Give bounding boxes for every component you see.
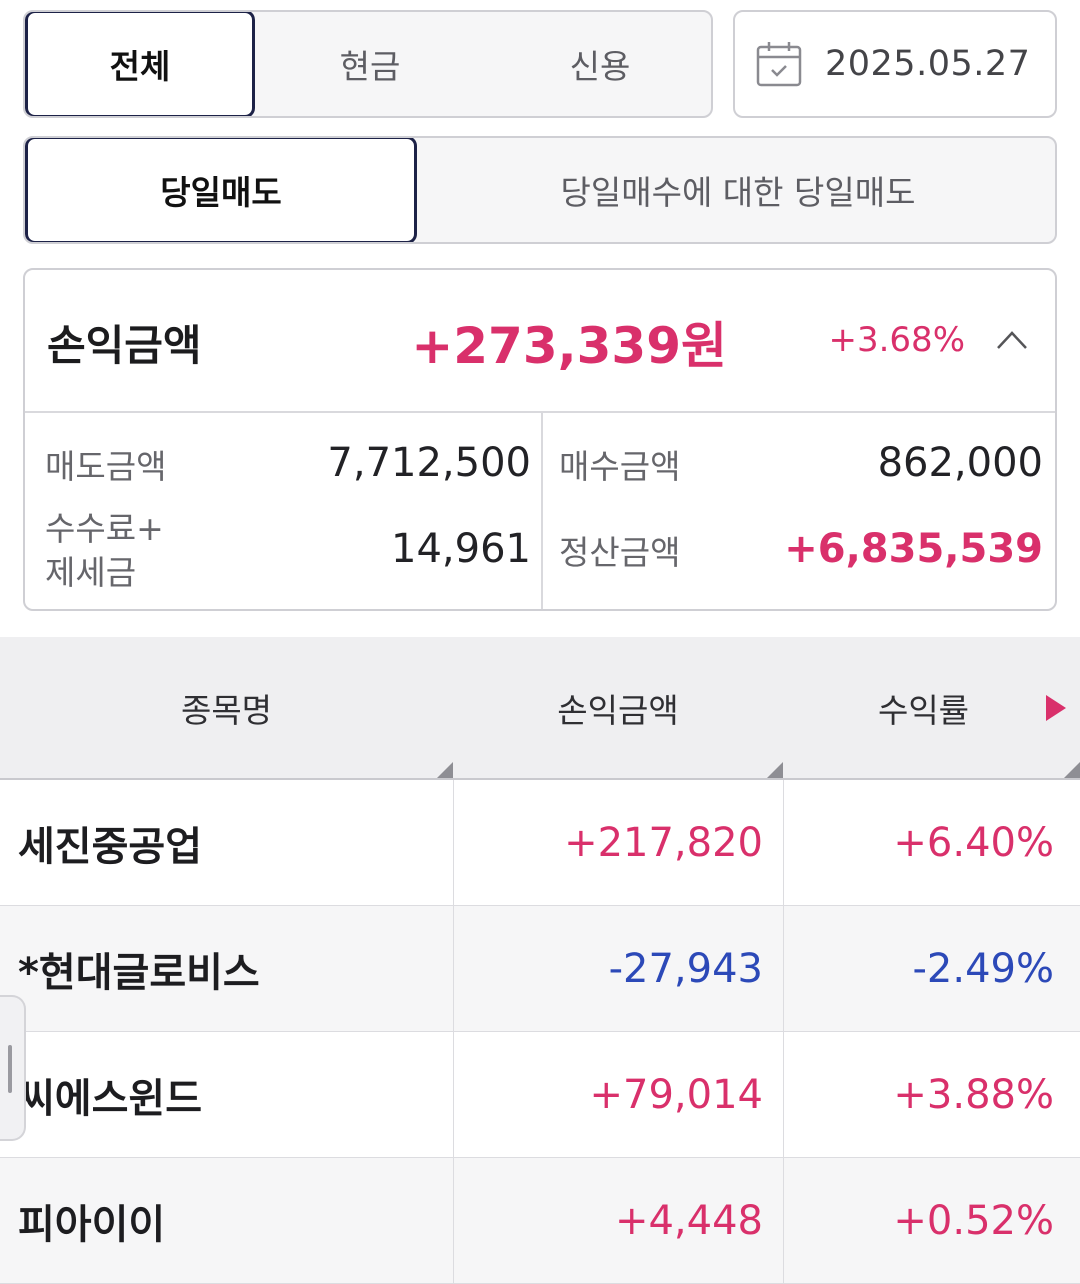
column-header-rate-label: 수익률 (877, 690, 970, 730)
stock-profit: +4,448 (453, 1158, 783, 1283)
sort-corner-icon (1064, 762, 1080, 778)
summary-divider (541, 413, 543, 609)
column-header-rate[interactable]: 수익률 (783, 637, 1080, 778)
stock-name: 씨에스윈드 (18, 1075, 202, 1122)
table-row[interactable]: 씨에스윈드 +79,014 +3.88% (0, 1032, 1080, 1158)
sell-amount-value: 7,712,500 (327, 440, 531, 486)
date-picker[interactable]: 2025.05.27 (733, 10, 1057, 118)
table-row[interactable]: *현대글로비스 -27,943 -2.49% (0, 906, 1080, 1032)
table-row[interactable]: 피아이이 +4,448 +0.52% (0, 1158, 1080, 1284)
fee-tax-label-line1: 수수료+ (45, 509, 164, 548)
table-header: 종목명 손익금액 수익률 (0, 637, 1080, 780)
buy-amount-value: 862,000 (877, 440, 1043, 486)
tab-cash[interactable]: 현금 (339, 47, 401, 86)
total-profit-amount: +273,339원 (411, 317, 727, 375)
sell-amount-label: 매도금액 (45, 447, 167, 486)
tab-credit[interactable]: 신용 (569, 47, 631, 86)
column-header-stock-name[interactable]: 종목명 (0, 637, 453, 778)
total-profit-rate: +3.68% (828, 320, 966, 360)
side-panel-handle[interactable] (0, 995, 26, 1141)
stock-rate: +0.52% (783, 1158, 1080, 1283)
chevron-up-icon[interactable] (995, 328, 1029, 352)
column-header-stock-name-label: 종목명 (180, 690, 273, 730)
stock-profit: +217,820 (453, 780, 783, 905)
table-row[interactable]: 세진중공업 +217,820 +6.40% (0, 780, 1080, 906)
column-header-profit[interactable]: 손익금액 (453, 637, 783, 778)
sort-corner-icon (437, 762, 453, 778)
stock-profit: +79,014 (453, 1032, 783, 1157)
account-type-segmented-control: 전체 현금 신용 (23, 10, 713, 118)
stock-name: 세진중공업 (18, 823, 202, 870)
tab-same-day-sell[interactable]: 당일매도 (25, 138, 417, 242)
stock-name: 피아이이 (18, 1201, 166, 1248)
stock-profit: -27,943 (453, 906, 783, 1031)
buy-amount-label: 매수금액 (559, 447, 681, 486)
date-value: 2025.05.27 (825, 44, 1031, 84)
grip-icon (8, 1045, 12, 1093)
calendar-icon (756, 42, 802, 87)
fee-tax-label: 수수료+ 제세금 (45, 507, 164, 595)
fee-tax-label-line2: 제세금 (45, 553, 137, 592)
stock-pl-table: 종목명 손익금액 수익률 세진중공업 +217,820 +6.40% *현대글로… (0, 637, 1080, 1284)
stock-rate: -2.49% (783, 906, 1080, 1031)
table-body: 세진중공업 +217,820 +6.40% *현대글로비스 -27,943 -2… (0, 780, 1080, 1284)
fee-tax-value: 14,961 (391, 526, 531, 572)
profit-summary-card: 손익금액 +273,339원 +3.68% 매도금액 7,712,500 매수금… (23, 268, 1057, 611)
sort-corner-icon (767, 762, 783, 778)
stock-name: *현대글로비스 (18, 949, 260, 996)
tab-same-day-buy-sell[interactable]: 당일매수에 대한 당일매도 (560, 173, 916, 212)
sale-type-segmented-control: 당일매도 당일매수에 대한 당일매도 (23, 136, 1057, 244)
tab-all[interactable]: 전체 (25, 12, 255, 116)
settlement-amount-value: +6,835,539 (784, 526, 1043, 572)
column-header-profit-label: 손익금액 (557, 690, 679, 730)
summary-header[interactable]: 손익금액 +273,339원 +3.68% (25, 270, 1055, 413)
stock-rate: +6.40% (783, 780, 1080, 905)
settlement-amount-label: 정산금액 (559, 533, 681, 572)
triangle-right-icon[interactable] (1044, 693, 1068, 723)
summary-title: 손익금액 (47, 321, 202, 370)
stock-rate: +3.88% (783, 1032, 1080, 1157)
